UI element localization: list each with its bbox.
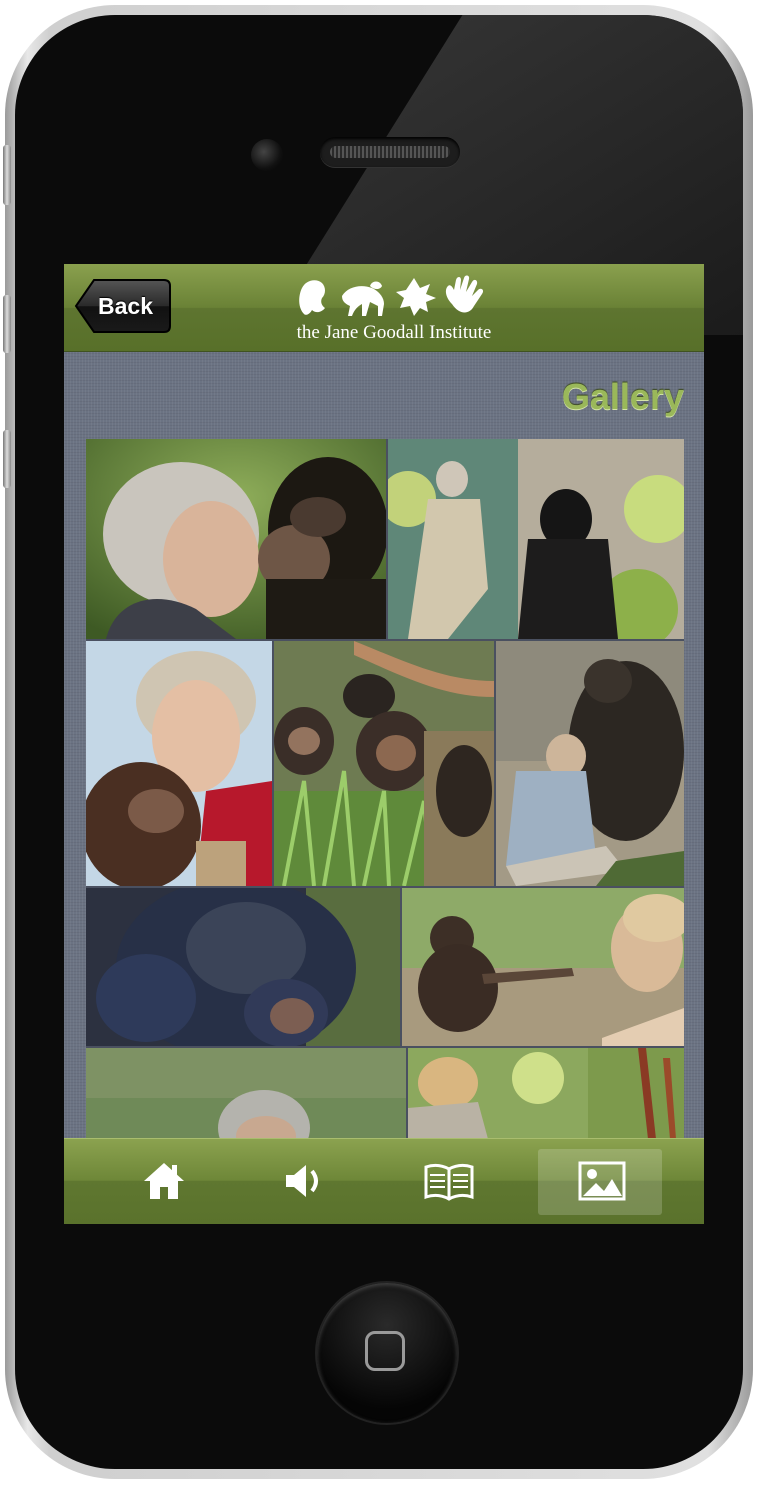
gallery-photo[interactable] [407, 1047, 684, 1139]
logo-text: the Jane Goodall Institute [296, 322, 492, 343]
logo-silhouettes-icon [299, 275, 484, 316]
app-screen: Back the Jane Goodall Institute Gallery [64, 264, 704, 1224]
gallery-photo[interactable] [273, 640, 495, 887]
mute-switch [3, 145, 11, 205]
photo-gallery-grid [86, 439, 684, 1139]
gallery-photo[interactable] [86, 439, 387, 640]
speaker-icon [286, 1165, 318, 1197]
gallery-photo[interactable] [401, 887, 684, 1047]
image-icon [578, 1161, 626, 1201]
back-button-label: Back [98, 293, 153, 319]
earpiece-speaker [320, 137, 460, 167]
gallery-photo[interactable] [86, 1047, 407, 1139]
gallery-photo[interactable] [86, 640, 273, 887]
volume-up-button [3, 295, 11, 353]
jgi-logo: the Jane Goodall Institute [284, 274, 504, 346]
gallery-photo[interactable] [495, 640, 684, 887]
navigation-bar: Back the Jane Goodall Institute [64, 264, 704, 352]
tab-audio[interactable] [242, 1149, 366, 1215]
tab-gallery[interactable] [538, 1149, 662, 1215]
home-button[interactable] [317, 1283, 457, 1423]
tab-bar [64, 1138, 704, 1224]
home-icon [144, 1163, 184, 1199]
volume-down-button [3, 430, 11, 488]
book-icon [424, 1163, 474, 1201]
front-camera [251, 139, 283, 171]
tab-home[interactable] [102, 1149, 226, 1215]
gallery-photo[interactable] [86, 887, 401, 1047]
tab-book[interactable] [384, 1149, 508, 1215]
gallery-photo[interactable] [387, 439, 684, 640]
back-button[interactable]: Back [74, 278, 172, 334]
home-square-icon [365, 1331, 405, 1371]
page-title: Gallery [561, 376, 684, 417]
